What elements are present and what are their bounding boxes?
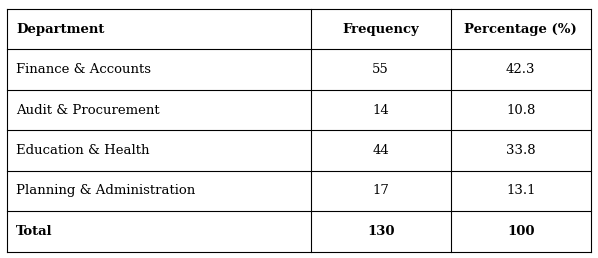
Text: 42.3: 42.3 bbox=[506, 63, 536, 76]
Text: Department: Department bbox=[16, 23, 105, 36]
Text: Total: Total bbox=[16, 225, 53, 238]
Text: Finance & Accounts: Finance & Accounts bbox=[16, 63, 151, 76]
Text: 13.1: 13.1 bbox=[506, 184, 536, 197]
Text: Audit & Procurement: Audit & Procurement bbox=[16, 103, 160, 117]
Text: 130: 130 bbox=[367, 225, 395, 238]
Text: Frequency: Frequency bbox=[342, 23, 419, 36]
Text: 10.8: 10.8 bbox=[506, 103, 535, 117]
Text: 44: 44 bbox=[373, 144, 389, 157]
Text: 14: 14 bbox=[373, 103, 389, 117]
Text: 100: 100 bbox=[507, 225, 535, 238]
Text: 17: 17 bbox=[373, 184, 389, 197]
Text: 55: 55 bbox=[373, 63, 389, 76]
Text: Planning & Administration: Planning & Administration bbox=[16, 184, 196, 197]
Text: Education & Health: Education & Health bbox=[16, 144, 150, 157]
Text: Percentage (%): Percentage (%) bbox=[465, 23, 577, 36]
Text: 33.8: 33.8 bbox=[506, 144, 536, 157]
